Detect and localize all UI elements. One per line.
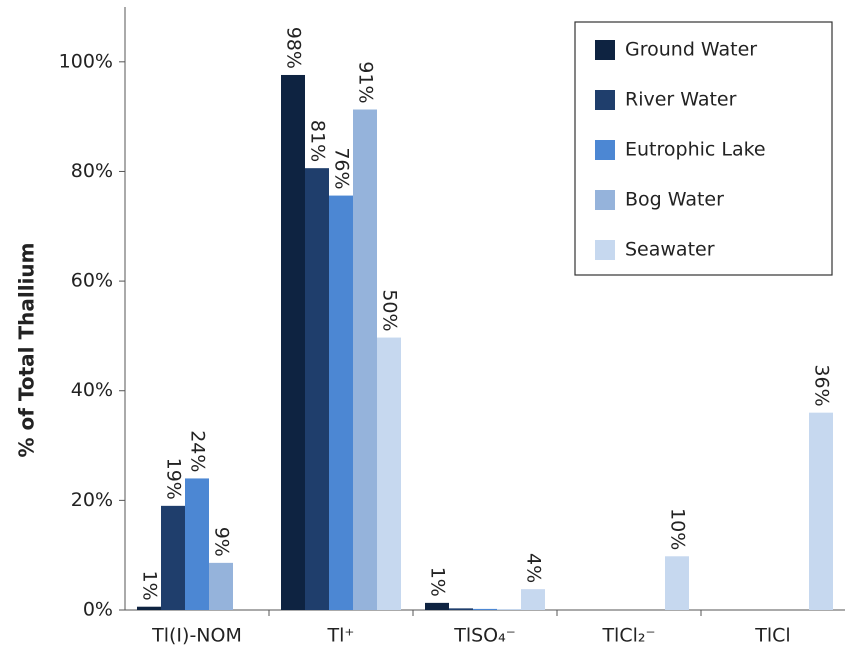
bar [161, 505, 185, 610]
y-axis-label: % of Total Thallium [15, 242, 39, 457]
x-tick-label: Tl⁺ [327, 625, 355, 647]
value-label: 98% [283, 27, 305, 69]
legend-swatch [595, 240, 615, 260]
legend-swatch [595, 90, 615, 110]
y-tick-label: 100% [59, 50, 113, 72]
bar [665, 556, 689, 610]
bar [809, 412, 833, 610]
x-tick-label: TlCl₂⁻ [601, 625, 655, 647]
value-label: 81% [307, 120, 329, 162]
value-label: 76% [331, 147, 353, 189]
x-tick-label: TlSO₄⁻ [453, 625, 516, 647]
bar [209, 562, 233, 610]
bar [281, 74, 305, 610]
bar [329, 195, 353, 611]
legend-swatch [595, 190, 615, 210]
legend-label: Bog Water [625, 189, 724, 211]
bar [521, 589, 545, 610]
value-label: 36% [811, 364, 833, 406]
y-tick-label: 40% [71, 379, 113, 401]
value-label: 9% [211, 527, 233, 557]
legend-label: Ground Water [625, 39, 757, 61]
legend-label: Eutrophic Lake [625, 139, 766, 161]
value-label: 1% [427, 567, 449, 597]
legend-swatch [595, 140, 615, 160]
value-label: 24% [187, 430, 209, 472]
bar [449, 608, 473, 610]
bar [353, 109, 377, 610]
y-tick-label: 80% [71, 160, 113, 182]
value-label: 19% [163, 458, 185, 500]
value-label: 1% [139, 571, 161, 601]
bar [377, 337, 401, 610]
bar [185, 478, 209, 610]
legend-box [574, 21, 833, 276]
bar [137, 606, 161, 610]
legend-swatch [595, 40, 615, 60]
value-label: 91% [355, 61, 377, 103]
y-tick-label: 0% [83, 599, 113, 621]
bar [497, 609, 521, 610]
legend-label: River Water [625, 89, 737, 111]
x-tick-label: Tl(I)-NOM [151, 625, 242, 647]
value-label: 10% [667, 508, 689, 550]
x-tick-label: TlCl [754, 625, 790, 647]
bar [473, 608, 497, 610]
legend-label: Seawater [625, 239, 715, 261]
y-tick-label: 20% [71, 489, 113, 511]
bar [305, 168, 329, 610]
value-label: 50% [379, 289, 401, 331]
y-tick-label: 60% [71, 270, 113, 292]
bar [425, 602, 449, 610]
value-label: 4% [523, 553, 545, 583]
